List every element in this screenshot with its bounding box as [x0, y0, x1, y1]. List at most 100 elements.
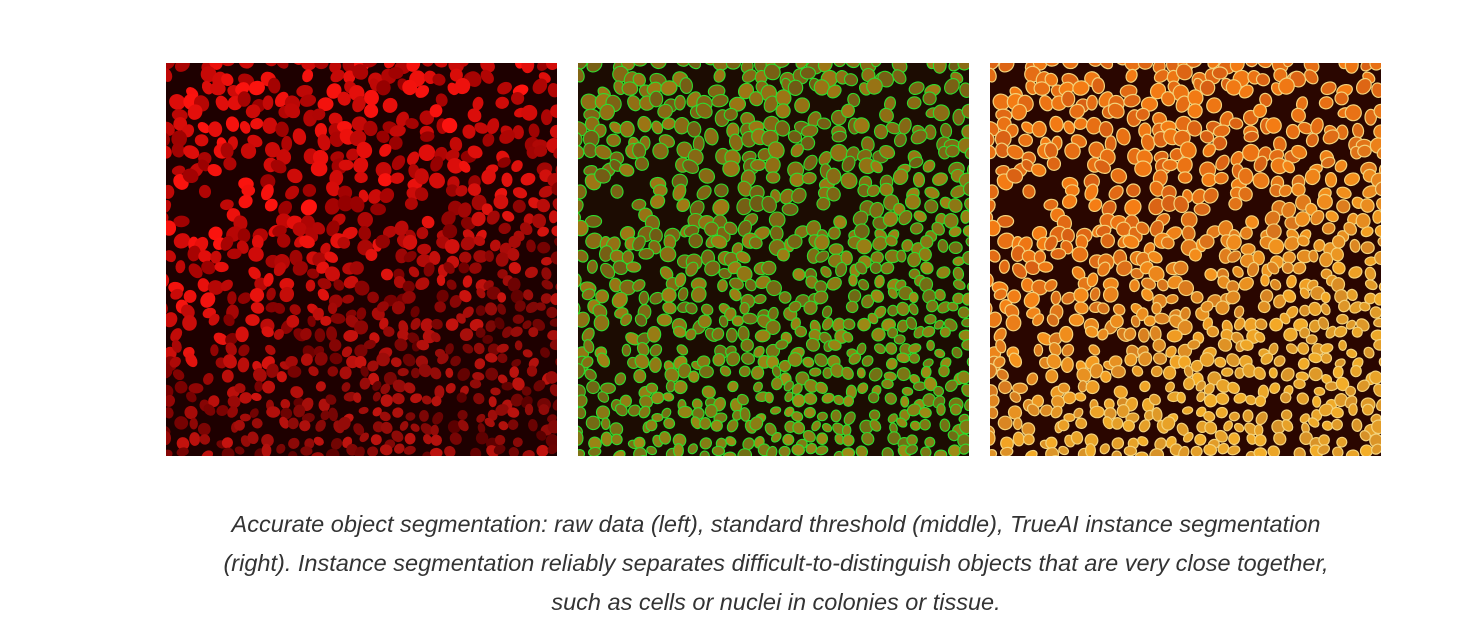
cell — [317, 278, 332, 290]
cell — [1076, 367, 1092, 383]
cell — [735, 250, 751, 264]
cell — [1031, 120, 1047, 138]
cell — [781, 202, 799, 216]
cell — [962, 224, 969, 238]
cell — [536, 63, 550, 71]
cell — [262, 95, 274, 110]
cell — [993, 327, 1007, 343]
cell — [469, 379, 482, 389]
cell — [187, 104, 203, 120]
cell — [404, 197, 418, 210]
cell — [1305, 132, 1319, 148]
cell — [1308, 319, 1321, 333]
cell — [299, 420, 311, 432]
cell — [462, 124, 476, 139]
cell — [525, 301, 539, 313]
cell — [1334, 159, 1348, 173]
cell — [1075, 417, 1088, 430]
cell — [739, 407, 751, 422]
cell — [510, 326, 523, 337]
cell — [507, 419, 519, 430]
cell — [646, 445, 658, 456]
cell — [1123, 327, 1137, 341]
cell — [234, 446, 245, 455]
cell — [1202, 143, 1217, 158]
cell — [947, 430, 959, 442]
cell — [444, 445, 456, 456]
cell — [471, 211, 486, 227]
cell — [273, 262, 286, 277]
cell — [1107, 102, 1125, 119]
cell — [446, 279, 457, 290]
cell — [237, 228, 251, 243]
cell — [1253, 103, 1267, 119]
cell — [182, 315, 197, 331]
cell — [1304, 168, 1321, 186]
cell — [937, 238, 949, 253]
cell — [359, 377, 371, 390]
cell — [287, 417, 299, 430]
cell — [856, 367, 866, 379]
cell — [317, 288, 330, 301]
cell — [687, 63, 702, 70]
cell — [1225, 290, 1241, 305]
cell — [841, 447, 856, 456]
cell — [273, 328, 284, 340]
cell — [939, 418, 951, 432]
cell — [697, 314, 712, 329]
cell — [1331, 234, 1346, 249]
cell — [302, 69, 314, 83]
cell — [1336, 199, 1351, 214]
cell — [379, 444, 393, 456]
cell — [357, 211, 373, 228]
cell — [485, 367, 499, 381]
cell — [767, 141, 785, 159]
cell — [661, 287, 677, 303]
cell — [370, 434, 382, 446]
cell — [314, 328, 326, 343]
cell — [964, 398, 969, 412]
cell — [961, 124, 969, 139]
cell — [1279, 391, 1292, 404]
cell — [841, 424, 852, 437]
cell — [397, 329, 410, 341]
cell — [711, 93, 729, 108]
cell — [726, 419, 739, 433]
cell — [227, 395, 241, 408]
cell — [770, 431, 782, 443]
cell — [1322, 129, 1340, 145]
cell — [620, 63, 636, 71]
cell — [276, 371, 287, 383]
cell — [169, 356, 181, 368]
cell — [362, 63, 379, 68]
cell — [313, 436, 324, 446]
cell — [1043, 198, 1059, 211]
cell — [1203, 393, 1218, 408]
cell — [842, 395, 855, 407]
cell — [546, 306, 557, 319]
cell — [520, 172, 536, 186]
cell — [1064, 142, 1081, 160]
cell — [621, 343, 632, 357]
cell — [827, 339, 842, 351]
cell — [1372, 209, 1381, 224]
cell — [360, 365, 369, 377]
cell — [634, 156, 650, 171]
cell — [1057, 419, 1070, 432]
caption-line: such as cells or nuclei in colonies or t… — [551, 589, 1001, 615]
cell — [811, 420, 821, 432]
cell — [445, 318, 459, 331]
cell — [1296, 235, 1310, 247]
cell — [285, 185, 300, 200]
cell — [511, 91, 525, 105]
cell — [402, 79, 418, 96]
cell — [378, 173, 393, 187]
cell — [292, 222, 307, 237]
cell — [407, 332, 420, 344]
cell — [931, 221, 945, 236]
cell — [633, 369, 647, 384]
cell — [868, 367, 883, 382]
cell — [645, 419, 658, 432]
cell — [578, 449, 586, 456]
cell — [399, 420, 409, 431]
